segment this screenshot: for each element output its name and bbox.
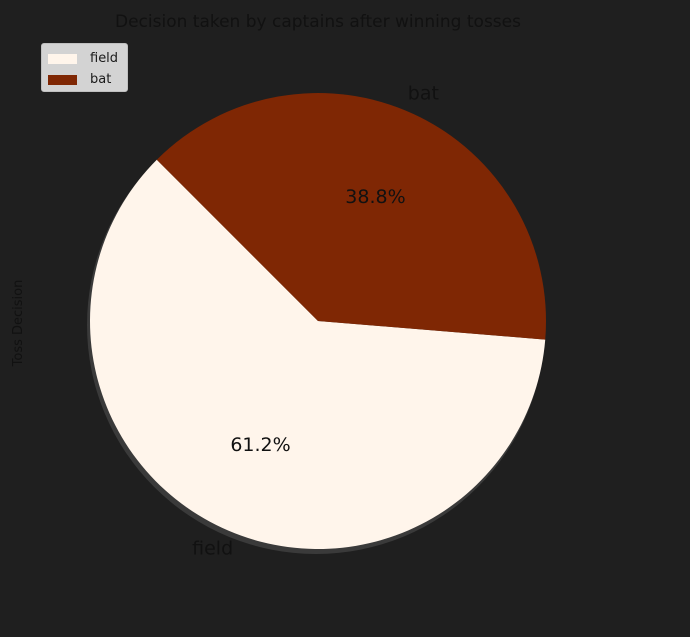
pie-slice-label-bat: bat <box>408 82 439 104</box>
legend-label-bat: bat <box>90 72 112 87</box>
pie-pct-label-bat: 38.8% <box>345 186 405 208</box>
legend-item-field: field <box>48 48 121 69</box>
pie-slice-bat <box>156 93 546 340</box>
legend-label-field: field <box>90 51 119 66</box>
legend-swatch-bat <box>48 74 77 85</box>
legend: field bat <box>41 43 128 92</box>
chart-title: Decision taken by captains after winning… <box>115 12 521 32</box>
y-axis-label: Toss Decision <box>11 280 26 368</box>
pie-slice-label-field: field <box>192 538 233 560</box>
legend-item-bat: bat <box>48 69 121 90</box>
pie-pct-label-field: 61.2% <box>230 434 290 456</box>
legend-swatch-field <box>48 53 77 64</box>
pie: 61.2% field 38.8% bat <box>87 82 546 560</box>
pie-slice-field <box>90 159 546 549</box>
